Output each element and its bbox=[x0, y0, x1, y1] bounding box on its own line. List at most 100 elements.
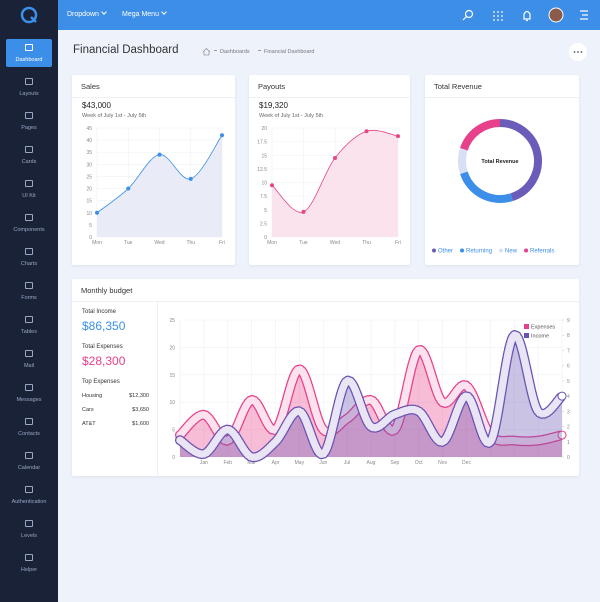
x-tick-label: Nov bbox=[438, 460, 447, 466]
y-tick-label: 45 bbox=[86, 126, 92, 132]
menu[interactable]: Mega Menu bbox=[122, 11, 166, 18]
nav-item[interactable]: Layouts bbox=[6, 73, 52, 101]
x-tick-label: Jun bbox=[319, 460, 327, 466]
nav-item[interactable]: Charts bbox=[6, 243, 52, 271]
area bbox=[97, 135, 222, 237]
legend-dot bbox=[460, 248, 465, 253]
nav-label: Helper bbox=[20, 567, 38, 573]
card-title: Sales bbox=[81, 82, 100, 91]
nav-label: Forms bbox=[21, 295, 37, 301]
bell-icon[interactable] bbox=[523, 10, 531, 22]
nav-item[interactable]: Components bbox=[6, 209, 52, 237]
expense-value: $1,600 bbox=[132, 421, 149, 427]
nav-label: Authentication bbox=[11, 499, 47, 505]
chart: 0 5 10 15 20 25 30 35 40 45 Mon Tue Wed Thu Fri bbox=[86, 126, 224, 246]
point bbox=[333, 155, 337, 160]
card-title: Monthly budget bbox=[81, 286, 133, 295]
sidebar: Dashboard Layouts Pages Cards UI Kit Componen… bbox=[0, 0, 58, 602]
nav-item[interactable]: Cards bbox=[6, 141, 52, 169]
nav-label: Charts bbox=[20, 261, 38, 267]
x-tick-label: Tue bbox=[124, 240, 133, 246]
nav-item[interactable]: Tables bbox=[6, 311, 52, 339]
legend-label[interactable]: Other bbox=[438, 249, 453, 255]
x-tick-label: Apr bbox=[272, 460, 280, 466]
x-tick-label: Wed bbox=[330, 240, 340, 246]
nav-item[interactable]: Pages bbox=[6, 107, 52, 135]
y-tick-label: 7.5 bbox=[260, 194, 267, 200]
avatar[interactable] bbox=[548, 7, 564, 23]
end-marker bbox=[557, 430, 567, 440]
x-tick-label: Sep bbox=[390, 460, 399, 466]
apps-icon[interactable] bbox=[493, 11, 503, 21]
nav-item[interactable]: UI Kit bbox=[6, 175, 52, 203]
period: Week of July 1st - July 5th bbox=[82, 113, 147, 119]
y-tick-label: 30 bbox=[86, 162, 92, 168]
nav-icon bbox=[25, 554, 33, 561]
nav-label: Calendar bbox=[17, 465, 41, 471]
card-title: Total Revenue bbox=[434, 82, 482, 91]
y-tick-label: 25 bbox=[169, 318, 175, 324]
divider bbox=[425, 97, 579, 98]
nav-label: Layouts bbox=[19, 91, 39, 97]
point bbox=[188, 176, 193, 181]
revenue-card: Total Revenue Total Revenue Other Returnin… bbox=[425, 75, 579, 265]
point bbox=[95, 210, 99, 215]
nav-icon bbox=[25, 282, 33, 289]
expense-name: Cars bbox=[82, 407, 94, 413]
point bbox=[301, 209, 306, 214]
area bbox=[180, 334, 562, 458]
divider bbox=[72, 301, 579, 302]
y2-tick-label: 3 bbox=[567, 409, 570, 415]
logo[interactable] bbox=[20, 6, 38, 24]
y2-tick-label: 6 bbox=[567, 364, 570, 370]
home-icon[interactable] bbox=[202, 47, 211, 56]
divider bbox=[72, 97, 235, 98]
donut-segment bbox=[499, 119, 542, 201]
legend-label[interactable]: Expenses bbox=[531, 325, 555, 331]
menu-icon[interactable] bbox=[580, 10, 588, 20]
menu[interactable]: Dropdown bbox=[67, 11, 106, 18]
y2-tick-label: 5 bbox=[567, 379, 570, 385]
nav-item[interactable]: Levels bbox=[6, 515, 52, 543]
x-tick-label: May bbox=[295, 460, 305, 466]
nav-label: Mail bbox=[23, 363, 35, 369]
legend-label[interactable]: Returning bbox=[466, 249, 492, 255]
nav-icon bbox=[25, 214, 33, 221]
breadcrumb: Financial Dashboard bbox=[258, 49, 314, 55]
nav-item[interactable]: Authentication bbox=[6, 481, 52, 509]
nav-item[interactable]: Mail bbox=[6, 345, 52, 373]
nav-item[interactable]: Forms bbox=[6, 277, 52, 305]
divider bbox=[157, 301, 158, 476]
x-tick-label: Jan bbox=[200, 460, 208, 466]
y-tick-label: 10 bbox=[169, 400, 175, 406]
y-tick-label: 20 bbox=[86, 187, 92, 193]
x-tick-label: Thu bbox=[186, 240, 195, 246]
topbar: Dropdown Mega Menu bbox=[58, 0, 600, 30]
chart: 0 5 10 15 20 25 0 1 2 3 4 5 6 7 8 9 Jan Feb Mar Apr May Jun Ju… bbox=[169, 318, 570, 466]
expense-name: AT&T bbox=[82, 421, 96, 427]
breadcrumb[interactable]: Dashboards bbox=[214, 49, 250, 55]
nav-item[interactable]: Messages bbox=[6, 379, 52, 407]
legend-swatch bbox=[524, 324, 529, 329]
point bbox=[364, 129, 369, 134]
nav-icon bbox=[25, 44, 33, 51]
nav-item[interactable]: Contacts bbox=[6, 413, 52, 441]
search-icon[interactable] bbox=[462, 9, 474, 21]
sales-card: Sales $43,000 Week of July 1st - July 5t… bbox=[72, 75, 235, 265]
y-tick-label: 15 bbox=[261, 153, 267, 159]
legend-label[interactable]: Income bbox=[531, 334, 549, 340]
nav-label: Levels bbox=[21, 533, 37, 539]
label: Total Expenses bbox=[82, 344, 123, 350]
nav-icon bbox=[25, 520, 33, 527]
nav-label: Dashboard bbox=[15, 57, 43, 63]
nav-item[interactable]: Calendar bbox=[6, 447, 52, 475]
legend-label[interactable]: Referrals bbox=[530, 249, 554, 255]
y-tick-label: 20 bbox=[169, 345, 175, 351]
nav-icon bbox=[25, 248, 33, 255]
nav-item[interactable]: Helper bbox=[6, 549, 52, 577]
legend-label[interactable]: New bbox=[505, 249, 518, 255]
nav-item[interactable]: Dashboard bbox=[6, 39, 52, 67]
more-button[interactable] bbox=[568, 42, 588, 62]
nav-icon bbox=[25, 180, 33, 187]
x-tick-label: Fri bbox=[395, 240, 401, 246]
